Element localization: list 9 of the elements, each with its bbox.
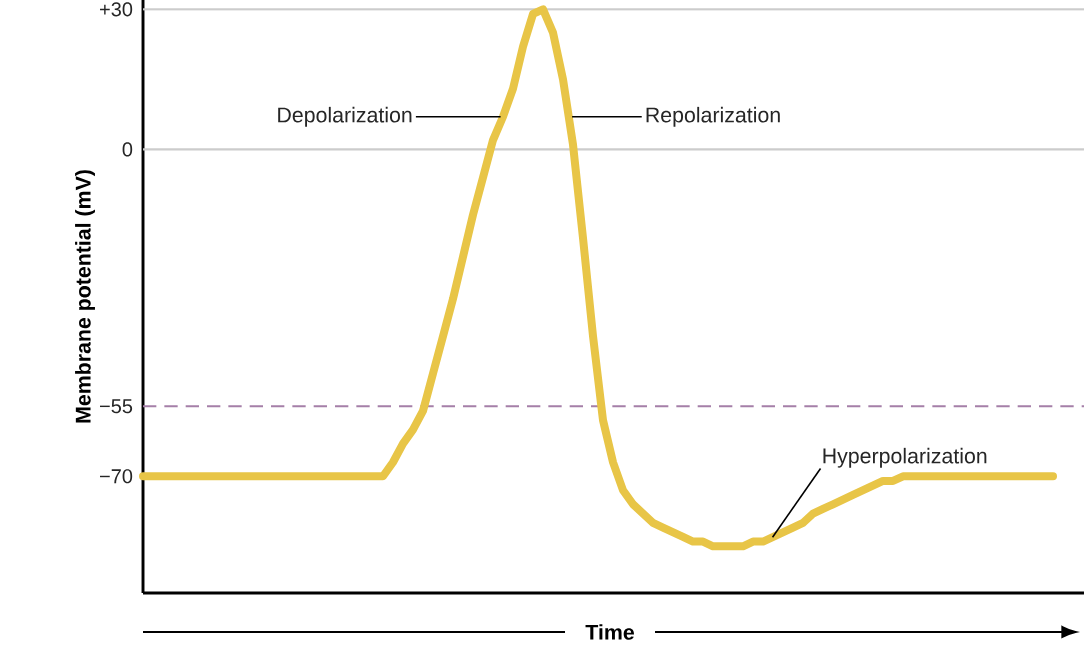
annotation: Hyperpolarization xyxy=(823,447,987,468)
y-tick-label: −55 xyxy=(100,399,133,414)
y-tick-label: 0 xyxy=(122,142,133,157)
annotation: Repolarization xyxy=(646,106,780,127)
y-axis-title: Membrane potential (mV) xyxy=(75,170,95,423)
annotation: Depolarization xyxy=(278,106,412,127)
y-tick-label: +30 xyxy=(100,2,133,17)
y-tick-label: −70 xyxy=(100,469,133,484)
x-axis-title: Time xyxy=(585,624,634,640)
